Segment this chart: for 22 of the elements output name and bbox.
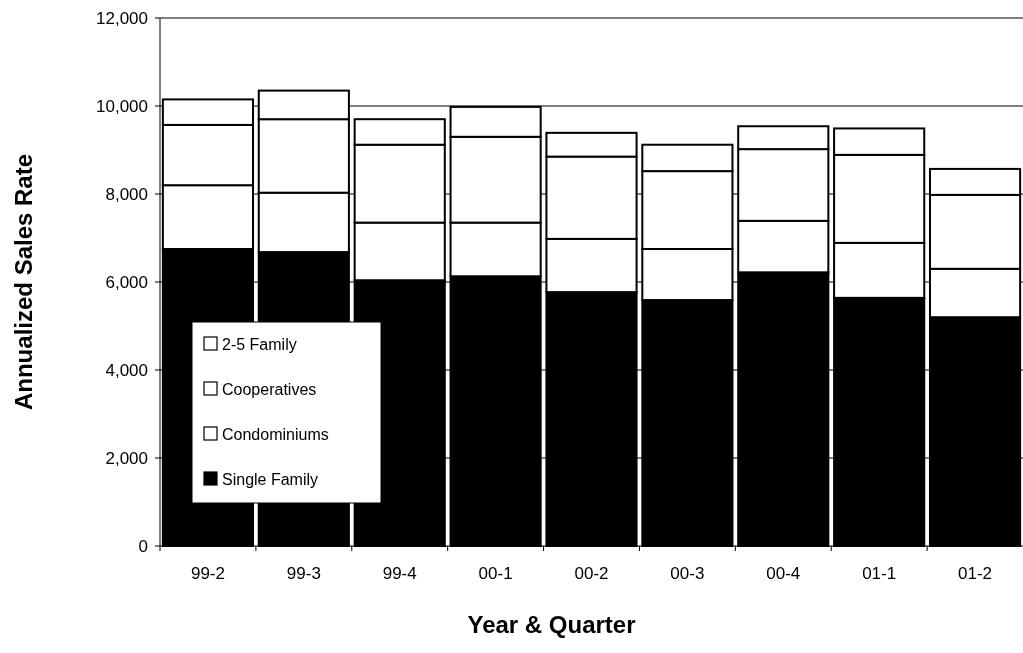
x-tick-label: 99-2 xyxy=(190,564,225,583)
y-tick-label: 10,000 xyxy=(96,96,148,116)
y-tick-label: 0 xyxy=(138,536,148,556)
x-tick-label: 01-1 xyxy=(862,564,897,583)
legend-label: 2-5 Family xyxy=(222,335,297,353)
y-tick-label: 6,000 xyxy=(105,272,148,292)
x-tick-label: 00-4 xyxy=(766,564,801,583)
x-tick-label: 00-1 xyxy=(478,564,513,583)
legend-label: Cooperatives xyxy=(222,380,317,398)
y-tick-label: 4,000 xyxy=(105,360,148,380)
x-axis-title: Year & Quarter xyxy=(467,611,636,638)
x-tick-label: 00-2 xyxy=(574,564,609,583)
legend-label: Condominiums xyxy=(222,425,329,443)
legend-label: Single Family xyxy=(222,470,319,488)
y-tick-label: 8,000 xyxy=(105,184,148,204)
y-axis-title: Annualized Sales Rate xyxy=(10,153,37,411)
x-tick-label: 01-2 xyxy=(958,564,993,583)
y-tick-label: 2,000 xyxy=(105,448,148,468)
x-tick-label: 99-4 xyxy=(382,564,417,583)
x-tick-label: 00-3 xyxy=(670,564,705,583)
x-tick-label: 99-3 xyxy=(286,564,321,583)
y-tick-label: 12,000 xyxy=(96,8,148,28)
